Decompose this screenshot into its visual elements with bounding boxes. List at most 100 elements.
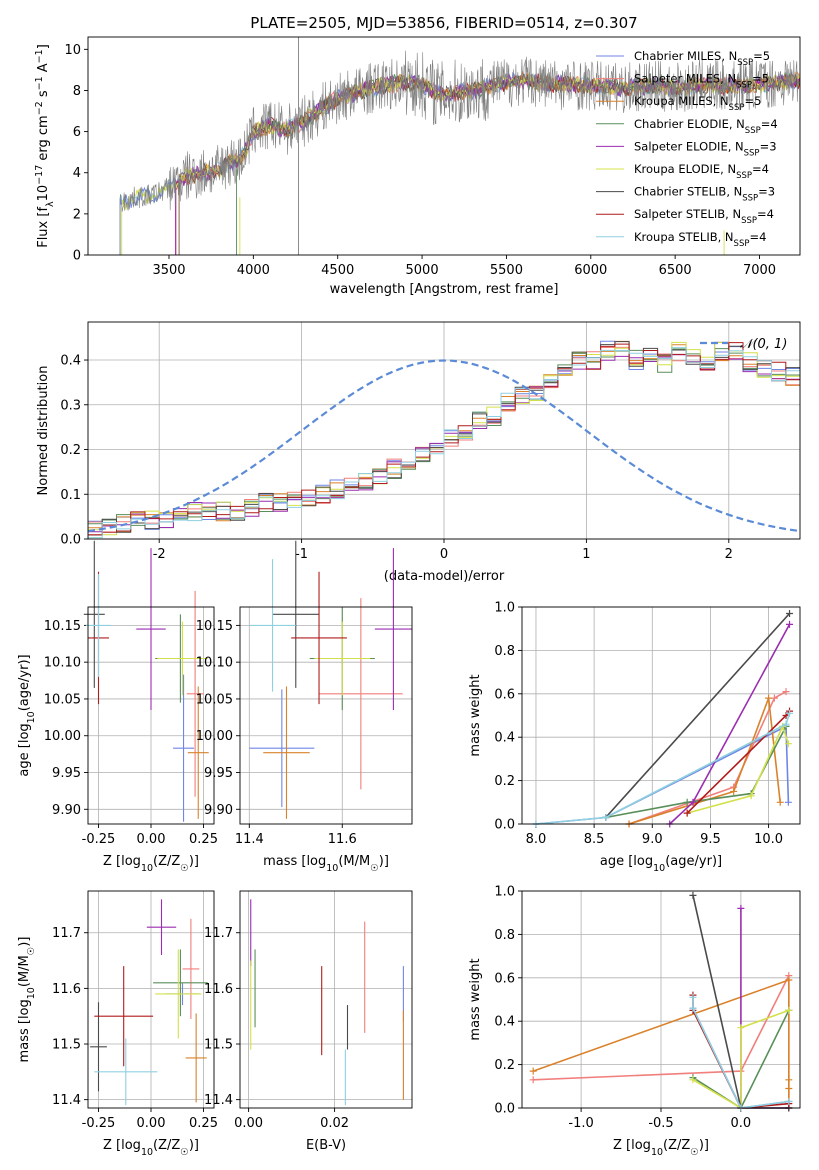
residuals-xtick-label-2: 0: [440, 547, 448, 562]
weight-vs-age-marker-7-0: [683, 809, 691, 817]
spectrum-legend-label-6: Chabrier STELIB, NSSP=3: [634, 185, 775, 204]
weight-vs-Z-line-8: [692, 997, 789, 1109]
spectrum-ytick-label-2: 4: [73, 166, 81, 181]
age-vs-metallicity-plot: -0.25 0.00 0.25 9.90 9.95 10.00 10.05 10.10 10.1…: [17, 540, 218, 874]
age-vs-Z-ytick-label-3: 10.05: [44, 692, 81, 707]
spectrum-ytick-label-1: 2: [73, 207, 81, 222]
mass-vs-EBV-ytick-label-2: 11.6: [204, 982, 233, 997]
spectrum-frame: [87, 36, 801, 256]
weight-vs-Z-marker-5-2: [737, 1024, 745, 1032]
residuals-ytick-label-2: 0.2: [60, 443, 81, 458]
age-vs-Z-ylabel: age [log10(age/yr)]: [17, 654, 37, 776]
spectrum-ytick-label-5: 10: [64, 43, 81, 58]
mass-vs-EBV-xlabel: E(B-V): [306, 1138, 346, 1153]
weight-vs-age-ytick-label-2: 0.4: [494, 731, 515, 746]
weight-vs-age-xtick-label-0: 8.0: [526, 832, 547, 847]
figure-title: PLATE=2505, MJD=53856, FIBERID=0514, z=0…: [250, 14, 637, 32]
weight-vs-age-ytick-label-1: 0.2: [494, 774, 515, 789]
weight-vs-Z-marker-8-1: [689, 1004, 697, 1012]
weight-vs-Z-xtick-label-2: 0.0: [731, 1116, 752, 1131]
spectrum-ytick-label-4: 8: [73, 84, 81, 99]
weight-vs-age-ytick-label-3: 0.6: [494, 687, 515, 702]
spectrum-legend-label-2: Kroupa MILES, NSSP=5: [634, 94, 761, 113]
age-vs-mass-ytick-label-1: 9.95: [204, 766, 233, 781]
weight-vs-Z-marker-4-0: [737, 904, 745, 912]
weight-vs-Z-marker-1-0: [529, 1076, 537, 1084]
weight-vs-age-line-2: [628, 697, 781, 825]
age-vs-Z-xtick-label-2: 0.25: [189, 832, 218, 847]
spectrum-xtick-label-1: 4000: [237, 263, 270, 278]
residuals-plot-area: [88, 340, 800, 539]
mass-vs-Z-ytick-label-0: 11.4: [52, 1093, 81, 1108]
age-vs-Z-ytick-label-0: 9.90: [52, 803, 81, 818]
weight-vs-age-marker-5-3: [784, 740, 792, 748]
weight-vs-Z-marker-2-1: [785, 976, 793, 984]
spectrum-ytick-label-3: 6: [73, 125, 81, 140]
age-vs-Z-xtick-label-0: -0.25: [82, 832, 116, 847]
spectrum-ytick-label-0: 0: [73, 249, 81, 264]
weight-vs-age-ytick-label-4: 0.8: [494, 644, 515, 659]
spectrum-xtick-label-7: 7000: [743, 263, 776, 278]
mass-vs-Z-ylabel: mass [log10(M/M☉)]: [17, 937, 37, 1063]
age-vs-Z-frame: [87, 606, 215, 825]
mass-vs-Z-ytick-label-2: 11.6: [52, 982, 81, 997]
weight-vs-age-xtick-label-1: 8.5: [584, 832, 605, 847]
weight-vs-Z-ytick-label-3: 0.6: [494, 971, 515, 986]
weight-vs-age-ytick-label-5: 1.0: [494, 601, 515, 616]
weight-vs-age-marker-0-3: [784, 798, 792, 806]
weight-vs-Z-marker-2-2: [785, 1076, 793, 1084]
weight-vs-Z-marker-5-3: [785, 1006, 793, 1014]
age-vs-mass-xlabel: mass [log10(M/M☉)]: [263, 854, 389, 874]
weight-vs-age-marker-2-1: [730, 787, 738, 795]
age-vs-mass-xtick-label-1: 11.6: [328, 832, 357, 847]
spectrum-legend-label-3: Chabrier ELODIE, NSSP=4: [634, 117, 778, 136]
weight-vs-age-marker-2-2: [765, 694, 773, 702]
mass-vs-Z-xlabel: Z [log10(Z/Z☉)]: [103, 1138, 199, 1158]
age-vs-mass-xtick-label-0: 11.4: [235, 832, 264, 847]
weight-vs-age-marker-8-3: [786, 709, 794, 717]
mass-vs-Z-ytick-label-1: 11.5: [52, 1038, 81, 1053]
age-vs-mass-frame: [239, 606, 413, 825]
weight-vs-Z-marker-5-0: [689, 1076, 697, 1084]
weight-vs-Z-ytick-label-5: 1.0: [494, 885, 515, 900]
spectrum-legend-label-1: Salpeter MILES, NSSP=5: [634, 72, 769, 91]
spectrum-data-line: [119, 50, 800, 255]
weight-vs-Z-frame: [521, 890, 801, 1109]
weight-vs-age-marker-4-1: [689, 798, 697, 806]
age-vs-Z-ytick-label-2: 10.00: [44, 729, 81, 744]
weight-vs-age-ylabel: mass weight: [468, 674, 483, 756]
mass-vs-Z-xtick-label-0: -0.25: [82, 1116, 116, 1131]
spectrum-ylabel: Flux [fλ10−17 erg cm−2 s−1 A−1]: [34, 44, 56, 248]
weight-vs-Z-marker-6-0: [689, 891, 697, 899]
weight-vs-age-line-7: [686, 710, 791, 814]
spectrum-xtick-label-3: 5000: [406, 263, 439, 278]
mass-vs-Z-ytick-label-3: 11.7: [52, 926, 81, 941]
mass-vs-EBV-ytick-label-1: 11.5: [204, 1038, 233, 1053]
weight-vs-age-ytick-label-0: 0.0: [494, 818, 515, 833]
mass-vs-Z-xtick-label-2: 0.25: [189, 1116, 218, 1131]
mass-vs-EBV-xtick-label-0: 0.00: [234, 1116, 263, 1131]
mass-vs-metallicity-plot: -0.25 0.00 0.25 11.4 11.5 11.6 11.7 Z [log10(Z/…: [17, 890, 218, 1158]
residuals-xtick-label-4: 2: [725, 547, 733, 562]
weight-vs-age-xtick-label-4: 10.0: [754, 832, 783, 847]
residuals-ylabel: Normed distribution: [36, 366, 51, 496]
age-vs-Z-ytick-label-5: 10.15: [44, 619, 81, 634]
spectrum-legend-label-0: Chabrier MILES, NSSP=5: [634, 49, 770, 68]
weight-vs-age-xtick-label-3: 9.5: [700, 832, 721, 847]
weight-vs-Z-ytick-label-2: 0.4: [494, 1015, 515, 1030]
weight-vs-age-marker-4-2: [786, 620, 794, 628]
residuals-xlabel: (data-model)/error: [384, 569, 505, 584]
weight-vs-age-frame: [521, 606, 801, 825]
age-vs-mass-plot: 11.4 11.6 9.90 9.95 10.00 10.05 10.10 10.15 mass…: [196, 540, 413, 874]
spectrum-xtick-label-4: 5500: [490, 263, 523, 278]
age-vs-mass-ytick-label-5: 10.15: [196, 619, 233, 634]
residuals-xtick-label-1: -1: [295, 547, 308, 562]
residuals-normal-curve: [88, 359, 800, 533]
mass-vs-EBV-ytick-label-0: 11.4: [204, 1093, 233, 1108]
mass-vs-EBV-xtick-label-1: 0.02: [320, 1116, 349, 1131]
weight-vs-age-marker-1-3: [782, 688, 790, 696]
weight-vs-Z-ytick-label-1: 0.2: [494, 1058, 515, 1073]
age-vs-mass-ytick-label-0: 9.90: [204, 803, 233, 818]
weight-vs-Z-xtick-label-0: -1.0: [568, 1116, 593, 1131]
